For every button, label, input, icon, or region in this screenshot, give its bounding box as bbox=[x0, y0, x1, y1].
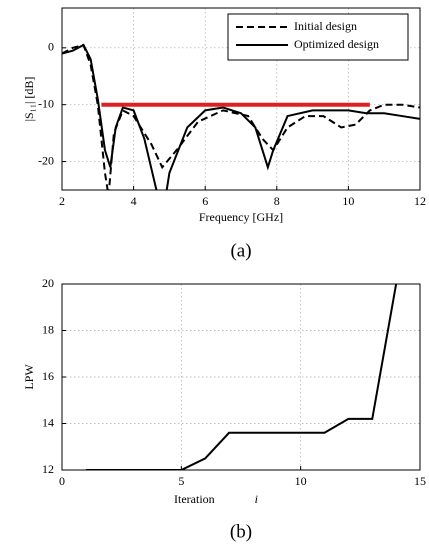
x-tick-label: 10 bbox=[342, 194, 354, 208]
x-tick-label: 5 bbox=[178, 474, 184, 488]
x-tick-label: 10 bbox=[295, 474, 307, 488]
x-tick-label: 2 bbox=[59, 194, 65, 208]
x-axis-label-symbol: i bbox=[255, 492, 258, 506]
y-axis-label: LPW bbox=[22, 364, 36, 390]
x-axis-label-text: Frequency [GHz] bbox=[199, 210, 283, 224]
caption: (a) bbox=[230, 240, 251, 261]
x-tick-label: 8 bbox=[274, 194, 280, 208]
series-line bbox=[62, 43, 420, 190]
y-axis-label: |S₁₁| [dB] bbox=[22, 77, 36, 122]
series-line bbox=[85, 284, 398, 470]
y-tick-label: 18 bbox=[42, 322, 54, 336]
caption: (b) bbox=[230, 521, 252, 542]
x-tick-label: 15 bbox=[414, 474, 426, 488]
legend-label: Initial design bbox=[294, 19, 357, 33]
plot-frame bbox=[61, 7, 421, 191]
x-tick-label: 4 bbox=[131, 194, 137, 208]
y-tick-label: 16 bbox=[42, 369, 54, 383]
x-axis-label: Iteration i bbox=[174, 492, 258, 506]
plot-frame bbox=[61, 283, 421, 471]
y-tick-label: 0 bbox=[48, 40, 54, 54]
y-tick-label: -20 bbox=[38, 153, 54, 167]
y-tick-label: 12 bbox=[42, 462, 54, 476]
y-tick-label: 20 bbox=[42, 276, 54, 290]
x-axis-label-text: Iteration bbox=[174, 492, 215, 506]
x-tick-label: 0 bbox=[59, 474, 65, 488]
x-tick-label: 12 bbox=[414, 194, 426, 208]
legend-box bbox=[227, 13, 409, 61]
plot-area bbox=[62, 43, 420, 190]
y-tick-label: 14 bbox=[42, 415, 54, 429]
plot-area bbox=[85, 284, 398, 470]
legend-label: Optimized design bbox=[294, 37, 379, 51]
x-axis-label: Frequency [GHz] bbox=[199, 210, 283, 224]
series-line bbox=[62, 43, 420, 190]
y-tick-label: -10 bbox=[38, 96, 54, 110]
x-tick-label: 6 bbox=[202, 194, 208, 208]
